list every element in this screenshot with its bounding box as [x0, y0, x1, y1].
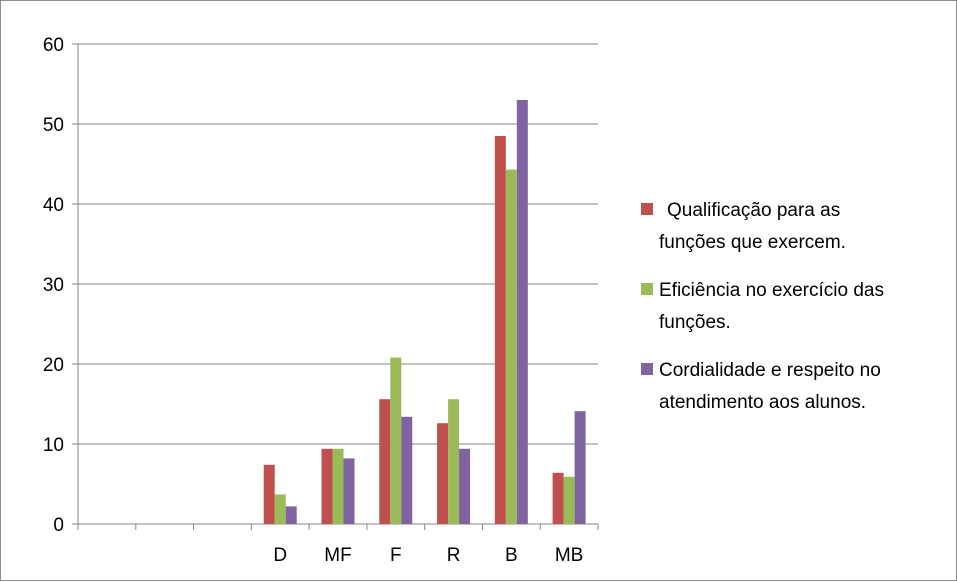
x-tick-label: B	[505, 545, 518, 566]
y-tick-label: 20	[43, 355, 64, 376]
bar	[563, 476, 575, 524]
bar	[448, 399, 460, 524]
bar	[401, 416, 413, 524]
legend-label: funções.	[659, 312, 731, 333]
bar	[285, 506, 297, 524]
bar	[516, 100, 528, 524]
y-tick-label: 10	[43, 435, 64, 456]
legend-swatch	[641, 203, 653, 215]
bar	[494, 136, 506, 524]
bar	[379, 399, 391, 524]
x-tick-label: MF	[324, 545, 351, 566]
legend-swatch	[641, 283, 653, 295]
x-tick-label: F	[390, 545, 402, 566]
x-tick-label: R	[447, 545, 461, 566]
legend-label: Qualificação para as	[667, 200, 840, 221]
y-tick-label: 30	[43, 275, 64, 296]
y-tick-label: 0	[53, 515, 64, 536]
legend-label: atendimento aos alunos.	[659, 392, 866, 413]
x-tick-label: MB	[555, 545, 584, 566]
y-tick-label: 60	[43, 35, 64, 56]
y-tick-label: 40	[43, 195, 64, 216]
bar	[263, 464, 275, 524]
legend-swatch	[641, 363, 653, 375]
bar	[437, 423, 449, 524]
bar	[274, 494, 286, 524]
x-tick-label: D	[273, 545, 287, 566]
bar	[321, 448, 333, 524]
bar	[459, 448, 471, 524]
legend-label: funções que exercem.	[659, 232, 846, 253]
bar	[390, 357, 402, 524]
legend-label: Cordialidade e respeito no	[659, 360, 881, 381]
bar	[574, 411, 586, 524]
bar	[332, 448, 344, 524]
bar	[552, 472, 564, 524]
y-tick-label: 50	[43, 115, 64, 136]
bar	[343, 458, 355, 524]
bar	[505, 169, 517, 524]
legend-label: Eficiência no exercício das	[659, 280, 884, 301]
